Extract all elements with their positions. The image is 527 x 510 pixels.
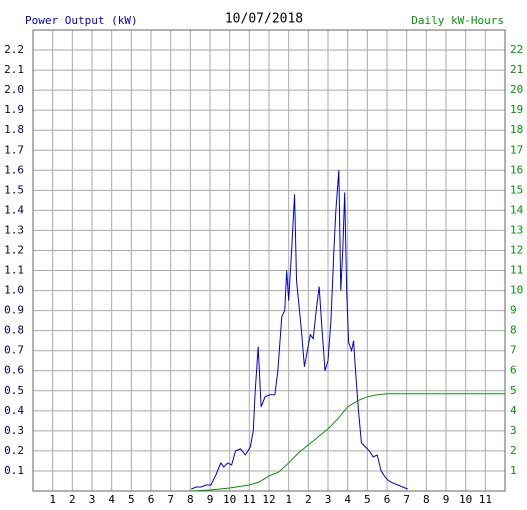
- y2-tick-label: 19: [510, 103, 523, 116]
- y-axis-title: Power Output (kW): [25, 14, 138, 27]
- y2-tick-label: 10: [510, 284, 523, 297]
- x-tick-label: 2: [305, 493, 312, 506]
- plot-frame: [32, 29, 506, 492]
- x-tick-label: 6: [148, 493, 155, 506]
- chart-title: 10/07/2018: [225, 12, 303, 27]
- x-tick-label: 5: [128, 493, 135, 506]
- y-tick-label: 1.9: [4, 103, 24, 116]
- x-tick-label: 7: [403, 493, 410, 506]
- x-tick-label: 4: [344, 493, 351, 506]
- y2-tick-label: 11: [510, 264, 523, 277]
- y2-tick-label: 8: [510, 324, 517, 337]
- y2-tick-label: 18: [510, 123, 523, 136]
- y2-axis-title: Daily kW-Hours: [411, 14, 504, 27]
- y2-tick-label: 16: [510, 163, 523, 176]
- x-tick-label: 10: [459, 493, 472, 506]
- y2-tick-label: 7: [510, 344, 517, 357]
- x-tick-label: 8: [187, 493, 194, 506]
- data-line: [190, 393, 505, 492]
- y2-tick-label: 17: [510, 143, 523, 156]
- x-tick-label: 11: [243, 493, 256, 506]
- y-tick-label: 0.9: [4, 304, 24, 317]
- x-tick-label: 9: [443, 493, 450, 506]
- y-tick-label: 0.1: [4, 464, 24, 477]
- y2-tick-label: 3: [510, 424, 517, 437]
- x-tick-label: 12: [262, 493, 275, 506]
- y2-tick-label: 20: [510, 83, 523, 96]
- y-tick-label: 0.8: [4, 324, 24, 337]
- y-tick-label: 1.6: [4, 163, 24, 176]
- x-tick-label: 10: [223, 493, 236, 506]
- y2-tick-label: 22: [510, 43, 523, 56]
- x-tick-label: 4: [108, 493, 115, 506]
- y-tick-label: 1.2: [4, 243, 24, 256]
- y-tick-label: 0.5: [4, 384, 24, 397]
- y2-tick-label: 5: [510, 384, 517, 397]
- y-tick-label: 1.0: [4, 284, 24, 297]
- x-tick-label: 5: [364, 493, 371, 506]
- x-tick-label: 6: [384, 493, 391, 506]
- x-tick-label: 11: [479, 493, 492, 506]
- x-tick-label: 9: [207, 493, 214, 506]
- y-tick-label: 0.7: [4, 344, 24, 357]
- y-tick-label: 1.4: [4, 203, 24, 216]
- y-tick-label: 0.3: [4, 424, 24, 437]
- y-tick-label: 0.2: [4, 444, 24, 457]
- x-tick-label: 3: [325, 493, 332, 506]
- y2-tick-label: 12: [510, 243, 523, 256]
- y2-tick-label: 15: [510, 183, 523, 196]
- x-tick-label: 2: [69, 493, 76, 506]
- x-tick-label: 8: [423, 493, 430, 506]
- y-tick-label: 1.3: [4, 223, 24, 236]
- data-line: [191, 170, 408, 490]
- y2-tick-label: 6: [510, 364, 517, 377]
- x-tick-label: 7: [167, 493, 174, 506]
- y-tick-label: 2.2: [4, 43, 24, 56]
- y2-tick-label: 14: [510, 203, 524, 216]
- x-tick-label: 3: [89, 493, 96, 506]
- y2-tick-label: 1: [510, 464, 517, 477]
- y-tick-label: 0.6: [4, 364, 24, 377]
- y-tick-label: 1.1: [4, 264, 24, 277]
- y2-tick-label: 13: [510, 223, 523, 236]
- y-tick-label: 2.0: [4, 83, 24, 96]
- y2-tick-label: 2: [510, 444, 517, 457]
- y2-tick-label: 9: [510, 304, 517, 317]
- y2-tick-label: 4: [510, 404, 517, 417]
- y-tick-label: 1.8: [4, 123, 24, 136]
- y-tick-label: 1.7: [4, 143, 24, 156]
- y-tick-label: 2.1: [4, 63, 24, 76]
- x-tick-label: 1: [285, 493, 292, 506]
- y-tick-label: 1.5: [4, 183, 24, 196]
- y-tick-label: 0.4: [4, 404, 24, 417]
- y2-tick-label: 21: [510, 63, 523, 76]
- x-tick-label: 1: [49, 493, 56, 506]
